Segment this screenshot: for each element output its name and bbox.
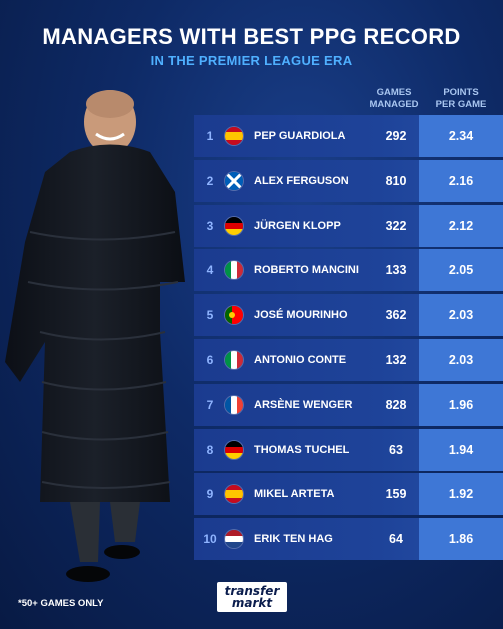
manager-name: JÜRGEN KLOPP [254, 219, 341, 232]
points-per-game: 2.05 [419, 249, 503, 292]
points-per-game: 2.16 [419, 159, 503, 202]
games-managed: 64 [389, 532, 403, 547]
table-row: 1 PEP GUARDIOLA 292 2.34 [194, 115, 503, 157]
points-per-game: 2.03 [419, 339, 503, 381]
rank: 2 [206, 173, 214, 188]
germany-flag-icon [225, 216, 243, 235]
table-row: 3 JÜRGEN KLOPP 322 2.12 [194, 204, 503, 247]
france-flag-icon [225, 395, 243, 414]
manager-name: THOMAS TUCHEL [254, 443, 350, 456]
rank: 6 [206, 353, 214, 367]
games-managed: 322 [385, 218, 407, 233]
rank: 9 [206, 487, 214, 502]
italy-flag-icon [225, 261, 243, 280]
manager-name: ANTONIO CONTE [254, 354, 347, 366]
points-per-game: 1.96 [419, 383, 503, 426]
rank: 7 [206, 397, 214, 412]
netherlands-flag-icon [225, 530, 243, 549]
games-managed: 159 [385, 487, 407, 502]
table-row: 6 ANTONIO CONTE 132 2.03 [194, 339, 503, 381]
page-title: MANAGERS WITH BEST PPG RECORD [42, 24, 461, 49]
manager-name: ALEX FERGUSON [254, 174, 349, 187]
manager-name: ERIK TEN HAG [254, 533, 333, 546]
rank: 1 [206, 129, 214, 143]
manager-photo [5, 90, 185, 582]
games-managed: 133 [385, 263, 407, 278]
table-row: 2 ALEX FERGUSON 810 2.16 [194, 159, 503, 202]
rank: 5 [206, 308, 214, 323]
rank: 3 [206, 218, 214, 233]
games-managed: 810 [385, 173, 407, 188]
points-per-game: 1.92 [419, 473, 503, 516]
points-per-game-header: POINTS PER GAME [435, 87, 487, 110]
table-row: 7 ARSÈNE WENGER 828 1.96 [194, 383, 503, 426]
points-per-game: 1.94 [419, 428, 503, 471]
rank: 10 [203, 532, 217, 547]
manager-name: JOSÉ MOURINHO [254, 309, 348, 322]
manager-name: MIKEL ARTETA [254, 488, 335, 501]
games-managed: 362 [385, 308, 407, 323]
points-per-game: 2.03 [419, 294, 503, 337]
scotland-flag-icon [225, 171, 243, 190]
spain-flag-icon [225, 485, 243, 504]
games-managed: 132 [385, 353, 407, 367]
germany-flag-icon [225, 440, 243, 459]
points-per-game: 2.12 [419, 204, 503, 247]
page-subtitle: IN THE PREMIER LEAGUE ERA [150, 53, 353, 68]
table-row: 10 ERIK TEN HAG 64 1.86 [194, 518, 503, 561]
manager-name: ROBERTO MANCINI [254, 264, 359, 277]
table-row: 9 MIKEL ARTETA 159 1.92 [194, 473, 503, 516]
table-row: 8 THOMAS TUCHEL 63 1.94 [194, 428, 503, 471]
table-row: 5 JOSÉ MOURINHO 362 2.03 [194, 294, 503, 337]
rank: 8 [206, 442, 214, 457]
games-managed: 63 [389, 442, 403, 457]
italy-flag-icon [225, 351, 243, 369]
points-per-game: 2.34 [419, 115, 503, 157]
manager-name: ARSÈNE WENGER [254, 398, 353, 411]
games-managed: 828 [385, 397, 407, 412]
games-managed: 292 [385, 129, 407, 143]
games-managed-header: GAMES MANAGED [369, 87, 419, 110]
points-per-game: 1.86 [419, 518, 503, 561]
portugal-flag-icon [225, 306, 243, 325]
spain-flag-icon [225, 127, 243, 145]
transfermarkt-logo: transfer markt [217, 582, 287, 612]
footnote: *50+ GAMES ONLY [18, 598, 104, 609]
rank: 4 [206, 263, 214, 278]
table-row: 4 ROBERTO MANCINI 133 2.05 [194, 249, 503, 292]
manager-name: PEP GUARDIOLA [254, 130, 346, 142]
